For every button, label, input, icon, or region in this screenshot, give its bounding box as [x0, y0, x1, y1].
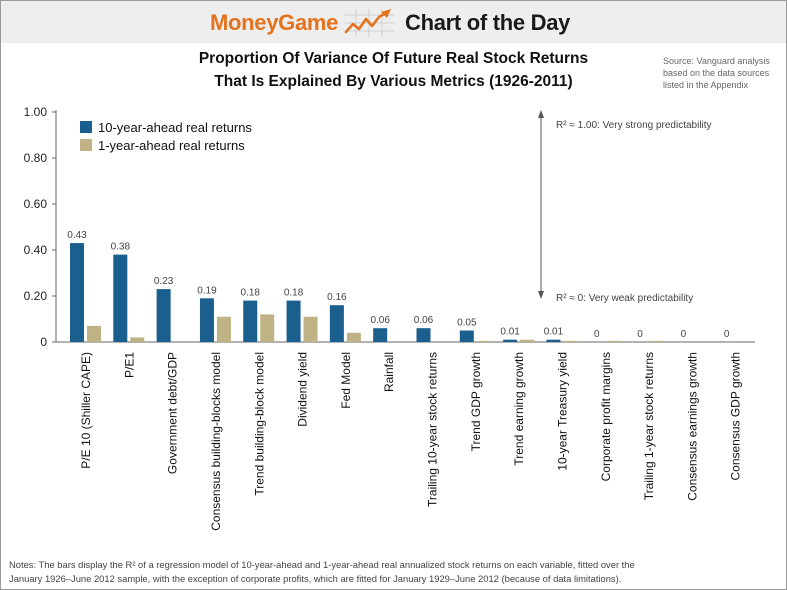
bar-10yr — [503, 339, 518, 342]
x-category-label: 10-year Treasury yield — [555, 352, 569, 471]
bar-value-label: 0.06 — [414, 315, 434, 326]
bar-10yr — [113, 254, 128, 342]
bar-value-label: 0 — [681, 329, 687, 340]
y-tick-label: 0.40 — [24, 243, 48, 257]
header-banner: MoneyGame Chart of the Day — [1, 1, 786, 43]
trend-arrow-icon — [344, 9, 394, 37]
bar-1yr — [303, 316, 318, 342]
x-category-label: P/E 10 (Shiller CAPE) — [79, 352, 93, 469]
legend-label-10yr: 10-year-ahead real returns — [98, 120, 252, 135]
bar-1yr — [563, 340, 578, 342]
bar-10yr — [243, 300, 258, 342]
bar-10yr — [156, 289, 171, 342]
x-category-label: Corporate profit margins — [599, 352, 613, 481]
bar-10yr — [329, 305, 344, 342]
bar-1yr — [260, 314, 275, 342]
x-category-label: Trend earning growth — [512, 352, 526, 466]
bar-1yr — [476, 340, 491, 342]
bar-value-label: 0 — [594, 329, 600, 340]
annotation-strong: R² ≈ 1.00: Very strong predictability — [556, 120, 712, 131]
x-category-label: Trailing 1-year stock returns — [642, 352, 656, 500]
legend-swatch-10yr — [80, 121, 92, 133]
x-category-label: Consensus earnings growth — [685, 352, 699, 501]
brand-tagline: Chart of the Day — [405, 10, 571, 35]
footnote-line-1: Notes: The bars display the R² of a regr… — [9, 559, 635, 570]
bar-value-label: 0.05 — [457, 318, 477, 329]
source-note-line-1: Source: Vanguard analysis — [663, 56, 770, 66]
bar-10yr — [199, 298, 214, 342]
bar-10yr — [70, 243, 84, 342]
bar-1yr — [216, 316, 231, 342]
bar-value-label: 0.06 — [370, 315, 390, 326]
source-note-line-2: based on the data sources — [663, 68, 770, 78]
brand-name: MoneyGame — [210, 10, 339, 35]
bar-value-label: 0.38 — [111, 242, 131, 253]
x-category-label: Consensus building-blocks model — [209, 352, 223, 531]
x-category-label: P/E1 — [122, 352, 136, 378]
bar-value-label: 0.19 — [197, 285, 217, 296]
x-category-label: Dividend yield — [296, 352, 310, 427]
y-tick-label: 0.60 — [24, 197, 48, 211]
bar-value-label: 0.16 — [327, 292, 347, 303]
bar-1yr — [346, 332, 361, 342]
bar-10yr — [546, 339, 561, 342]
y-tick-label: 0 — [40, 335, 47, 349]
arrow-up-icon — [538, 110, 544, 118]
x-category-label: Government debt/GDP — [166, 352, 180, 474]
bar-value-label: 0.18 — [241, 288, 261, 299]
bar-value-label: 0.18 — [284, 288, 304, 299]
bar-1yr — [650, 340, 665, 342]
chart-title-line-1: Proportion Of Variance Of Future Real St… — [198, 50, 589, 67]
bar-10yr — [416, 328, 431, 342]
bar-10yr — [286, 300, 301, 342]
y-tick-label: 1.00 — [24, 105, 48, 119]
bar-1yr — [130, 337, 145, 342]
annotation-weak: R² ≈ 0: Very weak predictability — [556, 293, 693, 304]
bar-value-label: 0.01 — [544, 327, 564, 338]
x-category-label: Trend building-block model — [252, 352, 266, 496]
bar-value-label: 0 — [637, 329, 643, 340]
bar-10yr — [373, 328, 388, 342]
x-category-label: Fed Model — [339, 352, 353, 409]
x-category-label: Trailing 10-year stock returns — [426, 352, 440, 507]
bar-value-label: 0 — [724, 329, 730, 340]
y-tick-label: 0.80 — [24, 151, 48, 165]
x-category-label: Rainfall — [382, 352, 396, 392]
bar-1yr — [520, 339, 535, 342]
x-category-label: Trend GDP growth — [469, 352, 483, 451]
chart-title-line-2: That Is Explained By Various Metrics (19… — [214, 73, 573, 90]
arrow-down-icon — [538, 291, 544, 299]
bar-1yr — [606, 340, 621, 342]
bar-value-label: 0.43 — [67, 230, 87, 241]
bar-value-label: 0.01 — [500, 327, 520, 338]
bar-value-label: 0.23 — [154, 276, 174, 287]
bar-1yr — [87, 325, 101, 342]
bar-10yr — [459, 330, 474, 342]
legend-swatch-1yr — [80, 139, 92, 151]
footnote-line-2: January 1926–June 2012 sample, with the … — [9, 573, 622, 584]
x-category-label: Consensus GDP growth — [729, 352, 743, 481]
y-tick-label: 0.20 — [24, 289, 48, 303]
legend-label-1yr: 1-year-ahead real returns — [98, 138, 245, 153]
source-note-line-3: listed in the Appendix — [663, 80, 749, 90]
